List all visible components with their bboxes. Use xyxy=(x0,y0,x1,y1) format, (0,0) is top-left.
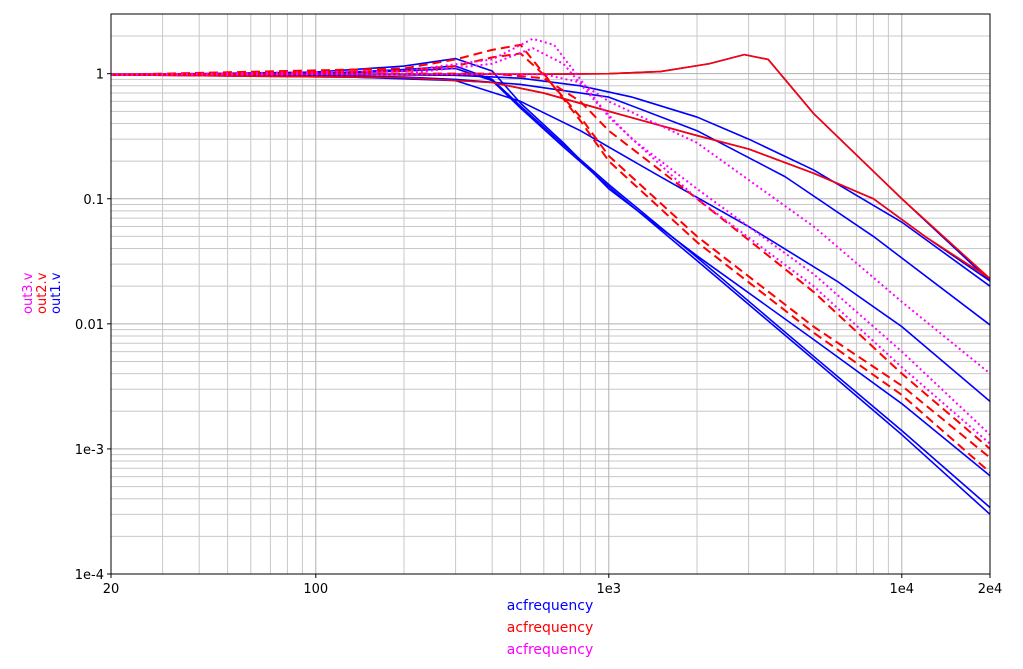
series-line-13 xyxy=(110,72,991,450)
plot-background xyxy=(111,14,990,574)
series-layer xyxy=(110,37,991,515)
y-axis-label: out2.v xyxy=(35,272,50,314)
y-axis-label: out3.v xyxy=(21,272,36,314)
y-axis-labels: out1.v out2.v out3.v xyxy=(9,258,69,328)
grid-minor xyxy=(111,14,990,574)
y-tick-label: 1e-4 xyxy=(75,568,104,583)
series-line-14 xyxy=(110,37,991,445)
plot-frame xyxy=(110,13,991,575)
series-line-8 xyxy=(110,67,991,515)
series-line-10 xyxy=(110,73,991,280)
series-line-11 xyxy=(110,43,991,474)
y-tick-label: 1 xyxy=(96,68,104,83)
y-tick-label: 0.1 xyxy=(83,193,104,208)
x-axis-label: acfrequency xyxy=(506,642,594,658)
y-tick-label: 0.01 xyxy=(75,318,104,333)
x-tick-label: 1e4 xyxy=(890,582,915,597)
series-line-5 xyxy=(110,73,991,402)
x-axis-label: acfrequency xyxy=(506,598,594,614)
y-tick-label: 1e-3 xyxy=(75,443,104,458)
series-line-12 xyxy=(110,52,991,459)
series-line-4 xyxy=(110,73,991,326)
x-tick-label: 1e3 xyxy=(597,582,622,597)
series-line-15 xyxy=(110,47,991,436)
series-line-9 xyxy=(111,53,991,280)
x-tick-label: 100 xyxy=(303,582,328,597)
grid-major xyxy=(111,14,990,574)
y-axis-label: out1.v xyxy=(49,272,64,314)
x-tick-label: 20 xyxy=(103,582,120,597)
series-line-6 xyxy=(110,57,991,477)
ticks-layer: 20 100 1e3 1e4 2e4 1 0.1 0.01 1e-3 1e-4 xyxy=(75,68,1003,597)
series-line-7 xyxy=(110,65,991,509)
x-axis-label: acfrequency xyxy=(506,620,594,636)
x-tick-label: 2e4 xyxy=(978,582,1003,597)
